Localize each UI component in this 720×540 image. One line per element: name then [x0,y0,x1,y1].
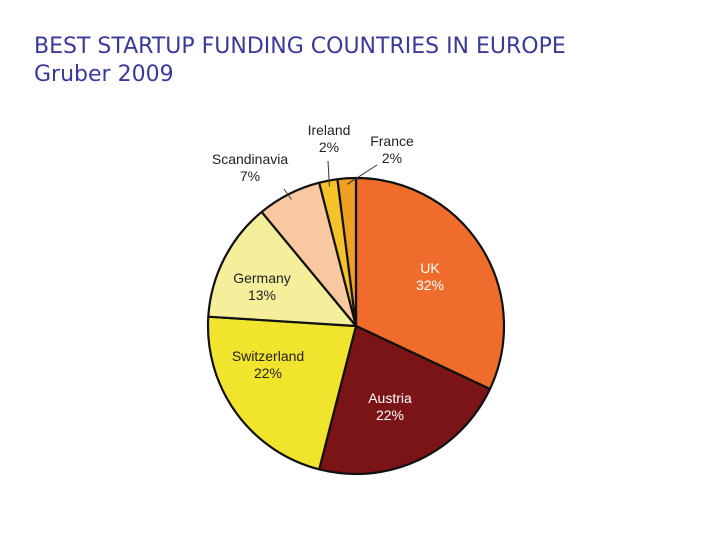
slide-title: BEST STARTUP FUNDING COUNTRIES IN EUROPE [34,34,566,59]
pie-slice-germany [207,210,358,328]
pie-label-switzerland: Switzerland [232,348,304,364]
pie-label-austria: Austria [368,390,412,406]
pie-value-germany: 13% [248,287,276,303]
pie-label-ireland: Ireland [308,122,351,138]
pie-label-scandinavia: Scandinavia [212,151,288,167]
leader-line-scandinavia [283,188,292,200]
leader-line-ireland [327,160,330,187]
pie-value-austria: 22% [376,407,404,423]
slide-subtitle: Gruber 2009 [34,62,174,87]
pie-label-uk: UK [420,260,440,276]
pie-slice-switzerland [206,315,358,471]
pie-value-uk: 32% [416,277,444,293]
slide-title-block: BEST STARTUP FUNDING COUNTRIES IN EUROPE… [34,33,566,89]
pie-label-france: France [370,133,414,149]
pie-leader-lines [283,160,378,200]
pie-value-switzerland: 22% [254,365,282,381]
pie-value-france: 2% [382,150,402,166]
pie-slice-uk [354,176,506,391]
pie-slices [206,176,506,476]
pie-value-scandinavia: 7% [240,168,260,184]
leader-line-france [346,164,378,185]
pie-slice-austria [318,324,492,476]
pie-labels: UK32%Austria22%Switzerland22%Germany13%S… [212,122,444,423]
pie-value-ireland: 2% [319,139,339,155]
pie-label-germany: Germany [233,270,291,286]
